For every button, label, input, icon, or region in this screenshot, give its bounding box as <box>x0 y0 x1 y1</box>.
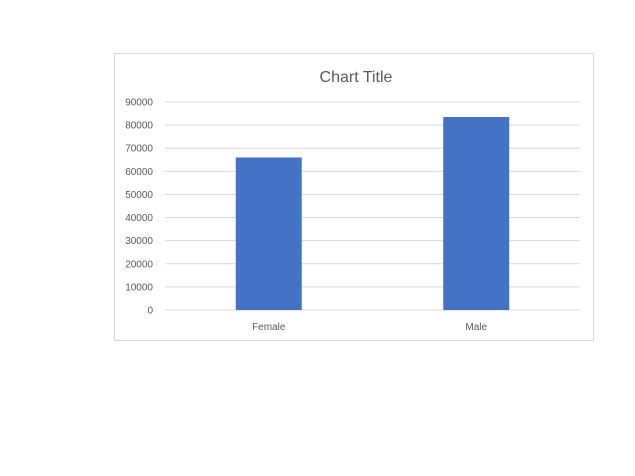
y-tick-label: 90000 <box>125 98 153 109</box>
chart-title: Chart Title <box>320 69 393 86</box>
bar-chart: Chart Title 0 10000 20000 30000 40000 50000 60… <box>125 69 580 333</box>
x-category-label: Male <box>465 322 487 333</box>
bar-male <box>443 117 510 310</box>
y-tick-label: 50000 <box>125 190 153 201</box>
y-tick-label: 80000 <box>125 121 153 132</box>
y-tick-label: 30000 <box>125 236 153 247</box>
bars <box>235 117 510 310</box>
x-axis-category-labels: Female Male <box>252 322 487 333</box>
y-tick-label: 40000 <box>125 213 153 224</box>
y-tick-label: 60000 <box>125 167 153 178</box>
y-tick-label: 20000 <box>125 259 153 270</box>
y-tick-label: 10000 <box>125 282 153 293</box>
y-axis-tick-labels: 0 10000 20000 30000 40000 50000 60000 70000 8000… <box>125 98 153 317</box>
x-category-label: Female <box>252 322 286 333</box>
y-tick-label: 70000 <box>125 144 153 155</box>
gridlines <box>165 101 580 311</box>
chart-area: Chart Title 0 10000 20000 30000 40000 50000 60… <box>114 53 594 341</box>
bar-female <box>235 157 302 310</box>
y-tick-label: 0 <box>147 306 153 317</box>
